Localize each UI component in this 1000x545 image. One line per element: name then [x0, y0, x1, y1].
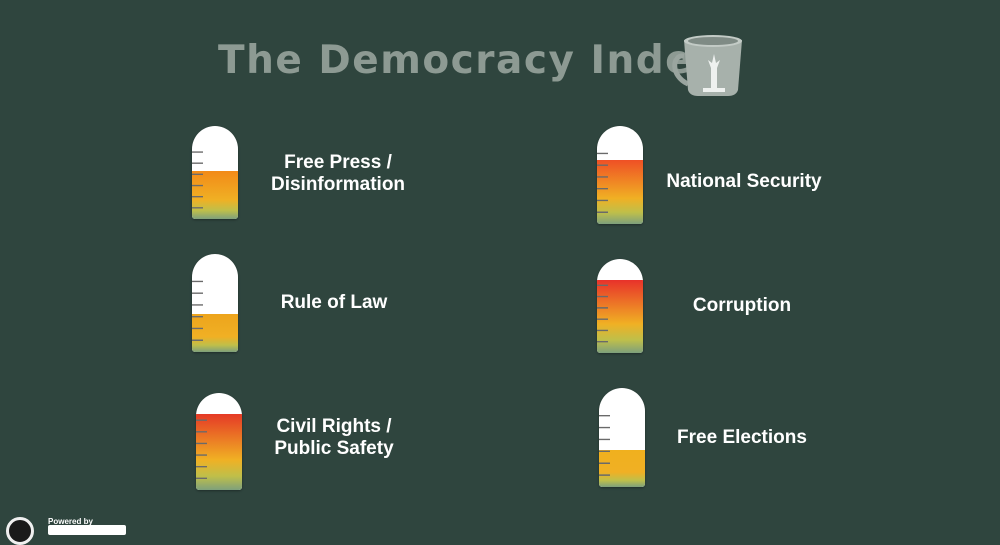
gauge-fill: [597, 279, 643, 353]
gauge-fill: [196, 414, 242, 490]
gauge-free-press: [192, 126, 238, 219]
gauge-national-security: [597, 126, 643, 224]
label-rule-of-law: Rule of Law: [280, 292, 388, 313]
gauge-fill: [597, 160, 643, 224]
label-civil-rights: Civil Rights / Public Safety: [274, 416, 394, 459]
gauge-fill: [192, 313, 238, 352]
gauge-corruption: [597, 259, 643, 353]
gauge-fill: [599, 450, 645, 487]
label-national-security: National Security: [666, 171, 822, 192]
powered-by-text: Powered by: [48, 517, 93, 526]
powered-by-badge[interactable]: Powered by: [0, 513, 140, 545]
page-title: The Democracy Index: [218, 38, 720, 83]
gauge-fill: [192, 170, 238, 219]
gauge-civil-rights: [196, 393, 242, 490]
label-corruption: Corruption: [692, 295, 792, 316]
gauge-ticks: [597, 152, 608, 213]
brand-logo-icon: [6, 517, 34, 545]
label-free-press: Free Press / Disinformation: [270, 152, 406, 195]
gauge-ticks: [599, 415, 610, 476]
gauge-ticks: [192, 151, 203, 209]
gauge-ticks: [597, 284, 608, 343]
label-free-elections: Free Elections: [677, 427, 807, 448]
gauge-rule-of-law: [192, 254, 238, 352]
mug-icon: [672, 35, 742, 96]
brand-wordmark: [48, 525, 126, 535]
gauge-ticks: [196, 419, 207, 480]
gauge-free-elections: [599, 388, 645, 487]
gauge-ticks: [192, 280, 203, 341]
